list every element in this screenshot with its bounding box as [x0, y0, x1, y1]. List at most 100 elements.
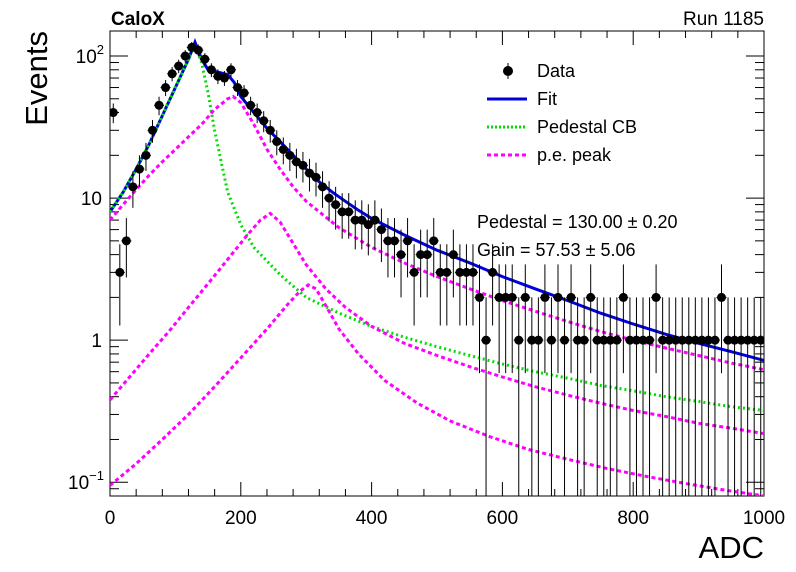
experiment-label: CaloX	[111, 9, 165, 30]
data-point	[396, 250, 406, 260]
data-point	[756, 335, 764, 345]
data-point	[579, 335, 589, 345]
series-p-e-peak-3	[110, 283, 764, 496]
data-point	[533, 335, 543, 345]
data-point	[344, 207, 354, 217]
data-point	[259, 116, 269, 126]
data-point	[546, 335, 556, 345]
data-point	[658, 335, 668, 345]
data-point	[331, 200, 341, 210]
data-point	[514, 335, 524, 345]
data-point	[180, 51, 190, 61]
data-point	[488, 267, 498, 277]
series-pedestal-cb	[110, 40, 764, 412]
series-p-e-peak-1	[110, 94, 764, 372]
data-point	[246, 100, 256, 110]
data-point	[167, 69, 177, 79]
data-point	[357, 215, 367, 225]
data-point	[651, 292, 661, 302]
data-point	[403, 236, 413, 246]
stat-pedestal: Pedestal = 130.00 ± 0.20	[477, 212, 678, 232]
data-point	[501, 292, 511, 302]
data-point	[239, 88, 249, 98]
data-point	[736, 335, 746, 345]
data-point	[285, 150, 295, 160]
legend: Data Fit Pedestal CB p.e. peak	[487, 61, 637, 165]
x-tick-label: 0	[105, 508, 116, 529]
data-point	[520, 292, 530, 302]
legend-data-marker	[503, 66, 513, 76]
data-point	[586, 292, 596, 302]
data-point	[730, 335, 740, 345]
x-tick-label: 200	[225, 508, 257, 529]
data-point	[618, 292, 628, 302]
y-axis-title: Events	[19, 31, 54, 126]
data-point	[337, 207, 347, 217]
data-point	[664, 335, 674, 345]
data-point	[716, 292, 726, 302]
data-point	[605, 335, 615, 345]
x-tick-label: 600	[487, 508, 519, 529]
data-point	[468, 267, 478, 277]
series-fit	[110, 38, 764, 362]
data-point	[461, 267, 471, 277]
fit-stats: Pedestal = 130.00 ± 0.20 Gain = 57.53 ± …	[477, 212, 678, 260]
curves-layer	[110, 38, 764, 496]
data-point	[233, 83, 243, 93]
data-point	[743, 335, 753, 345]
run-label: Run 1185	[683, 9, 764, 30]
data-point	[141, 150, 151, 160]
data-point	[161, 83, 171, 93]
data-point	[265, 125, 275, 135]
data-point	[540, 292, 550, 302]
data-point	[174, 61, 184, 71]
data-point	[272, 137, 282, 147]
axis-ticks	[109, 31, 765, 497]
data-point	[723, 335, 733, 345]
data-point	[389, 236, 399, 246]
data-point	[134, 164, 144, 174]
data-point	[350, 215, 360, 225]
data-point	[200, 54, 210, 64]
data-point	[370, 215, 380, 225]
data-point	[507, 292, 517, 302]
y-tick-label: 10−1	[68, 468, 104, 494]
data-point	[416, 250, 426, 260]
data-point	[148, 125, 158, 135]
tick-labels: 0 200 400 600 800 1000 10−1 1 10 102	[68, 42, 785, 529]
data-point	[638, 335, 648, 345]
data-point	[193, 45, 203, 55]
data-point	[599, 335, 609, 345]
data-point	[363, 220, 373, 230]
data-point	[553, 292, 563, 302]
data-point	[749, 335, 759, 345]
legend-entry-data: Data	[503, 61, 576, 81]
x-axis-title: ADC	[699, 530, 764, 565]
data-point	[409, 267, 419, 277]
legend-label-pe-peak: p.e. peak	[537, 145, 612, 165]
data-point	[219, 73, 229, 83]
data-point	[324, 193, 334, 203]
data-point	[206, 65, 216, 75]
data-point	[573, 335, 583, 345]
data-point	[154, 100, 164, 110]
data-point	[422, 250, 432, 260]
legend-entry-fit: Fit	[487, 89, 557, 109]
data-point	[252, 108, 262, 118]
legend-entry-pedestal: Pedestal CB	[487, 117, 637, 137]
data-point	[677, 335, 687, 345]
series-p-e-peak-2	[110, 211, 764, 436]
data-point	[612, 335, 622, 345]
data-points-layer	[110, 41, 764, 496]
data-point	[318, 182, 328, 192]
data-point	[631, 335, 641, 345]
data-point	[304, 168, 314, 178]
data-point	[703, 335, 713, 345]
data-point	[625, 335, 635, 345]
data-point	[121, 236, 131, 246]
data-point	[455, 267, 465, 277]
data-point	[298, 160, 308, 170]
legend-label-data: Data	[537, 61, 576, 81]
data-point	[429, 236, 439, 246]
